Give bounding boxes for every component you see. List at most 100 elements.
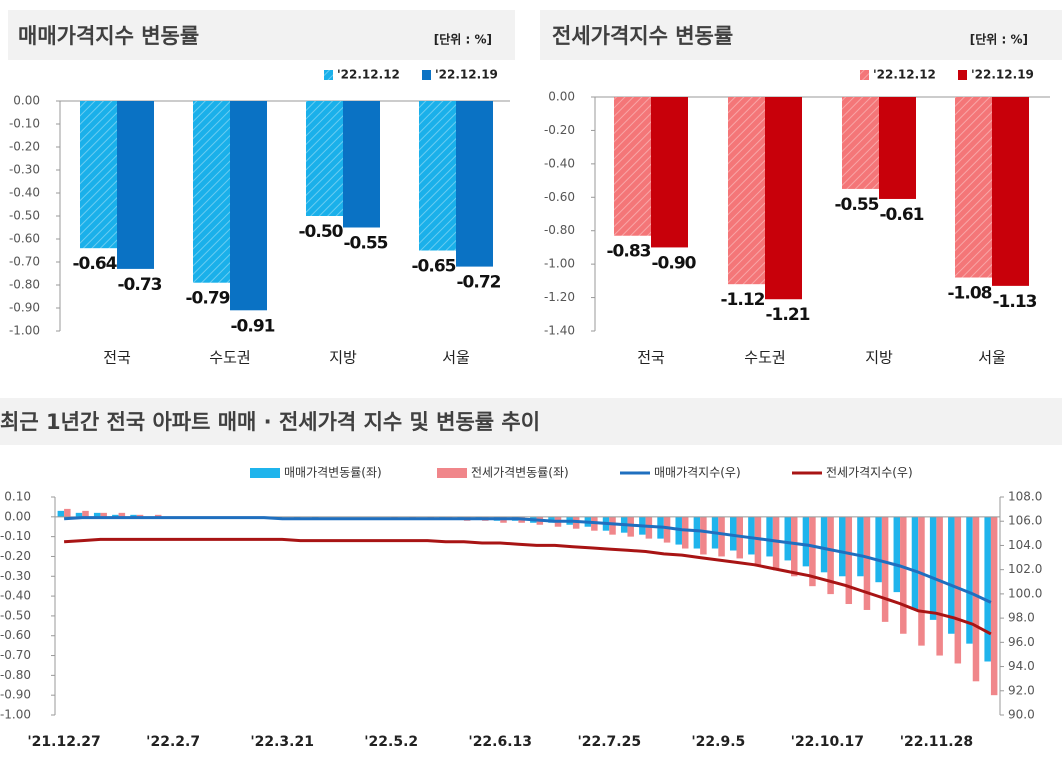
x-tick-label: '22.9.5 (691, 734, 745, 750)
value-label: -1.13 (993, 292, 1037, 312)
y-tick-label: -0.30 (9, 163, 40, 177)
x-tick-label: '22.6.13 (468, 734, 532, 750)
bar (136, 514, 144, 517)
bar (118, 512, 126, 517)
y-tick-label: 0.00 (4, 509, 31, 523)
y-tick-label: -1.00 (544, 257, 575, 271)
bar (700, 516, 707, 555)
bar (80, 101, 117, 249)
x-tick-label: 서울 (978, 349, 1006, 367)
bar (306, 101, 343, 216)
bar (879, 97, 916, 199)
x-tick-label: '22.3.21 (250, 734, 314, 750)
y2-tick-label: 98.0 (1008, 611, 1035, 625)
y-tick-label: -0.90 (9, 301, 40, 315)
value-label: -0.61 (880, 205, 924, 225)
x-tick-label: '22.7.25 (577, 734, 641, 750)
legend-swatch (437, 468, 467, 478)
value-label: -0.73 (118, 275, 162, 295)
y-tick-label: -0.40 (544, 156, 575, 170)
value-label: -0.65 (412, 257, 456, 277)
y-tick-label: -0.80 (9, 278, 40, 292)
bar (972, 516, 980, 682)
bar (75, 512, 83, 517)
bar (842, 97, 879, 189)
y-tick-label: 0.00 (13, 94, 40, 108)
bar (230, 101, 267, 311)
y2-tick-label: 96.0 (1008, 635, 1035, 649)
y-tick-label: -0.40 (9, 186, 40, 200)
unit-label: [단위 : %] (434, 32, 492, 47)
legend-label: 전세가격지수(우) (826, 466, 913, 480)
y2-tick-label: 108.0 (1008, 490, 1042, 504)
bar (154, 514, 162, 517)
value-label: -1.08 (948, 284, 992, 304)
bar (130, 514, 137, 517)
y-tick-label: -1.20 (544, 290, 575, 304)
value-label: -1.12 (721, 290, 765, 310)
bar (112, 514, 119, 517)
bar (343, 101, 380, 228)
x-tick-label: '22.2.7 (146, 734, 200, 750)
x-tick-label: '21.12.27 (27, 734, 100, 750)
bar (193, 101, 230, 283)
chart-title: 매매가격지수 변동률 (18, 24, 199, 48)
line-series (64, 537, 992, 636)
y-tick-label: -0.70 (9, 255, 40, 269)
x-tick-label: 서울 (442, 349, 470, 367)
y2-tick-label: 102.0 (1008, 562, 1042, 576)
y-tick-label: -0.20 (544, 123, 575, 137)
value-label: -1.21 (766, 305, 810, 325)
legend-label: 전세가격변동률(좌) (471, 466, 569, 480)
y-tick-label: -0.50 (9, 209, 40, 223)
y-tick-label: -1.00 (0, 708, 31, 722)
title-band (8, 10, 515, 60)
bar (948, 516, 955, 634)
title-band (540, 10, 1062, 60)
y-tick-label: -0.20 (9, 140, 40, 154)
legend-label: 매매가격변동률(좌) (284, 466, 382, 480)
bar (614, 97, 651, 236)
bar (651, 97, 688, 248)
bar (64, 508, 71, 517)
bar (728, 97, 765, 285)
y2-tick-label: 100.0 (1008, 586, 1042, 600)
x-tick-label: '22.5.2 (364, 734, 418, 750)
chart-title: 최근 1년간 전국 아파트 매매 · 전세가격 지수 및 변동률 추이 (0, 410, 540, 434)
bar (100, 512, 107, 517)
value-label: -0.64 (73, 254, 118, 274)
bar (93, 512, 101, 517)
y-tick-label: -0.90 (0, 688, 31, 702)
legend-swatch (250, 468, 280, 478)
x-tick-label: 수도권 (744, 349, 785, 367)
legend-swatch (324, 70, 333, 80)
value-label: -0.91 (231, 316, 275, 336)
y-tick-label: -0.30 (0, 569, 31, 583)
bar (955, 97, 992, 278)
bar (893, 516, 901, 593)
x-tick-label: 전국 (637, 349, 665, 367)
y2-tick-label: 92.0 (1008, 683, 1035, 697)
bar (845, 516, 853, 605)
bar (918, 516, 925, 646)
value-label: -0.83 (607, 242, 651, 262)
bar (802, 516, 810, 567)
bar (663, 516, 671, 543)
y-tick-label: 0.10 (4, 490, 31, 504)
bar (82, 510, 89, 517)
bar (766, 516, 773, 557)
bar (863, 516, 871, 610)
legend-swatch (860, 70, 869, 80)
x-tick-label: 지방 (329, 349, 357, 367)
y2-tick-label: 94.0 (1008, 659, 1035, 673)
bar (881, 516, 889, 622)
x-tick-label: '22.11.28 (900, 734, 973, 750)
bar (954, 516, 962, 664)
bar (765, 97, 802, 300)
bar (791, 516, 798, 577)
legend-label: '22.12.12 (873, 68, 936, 82)
bar (609, 516, 616, 535)
y-tick-label: -0.40 (0, 589, 31, 603)
y-tick-label: -1.00 (9, 324, 40, 338)
title-band (0, 398, 1062, 445)
